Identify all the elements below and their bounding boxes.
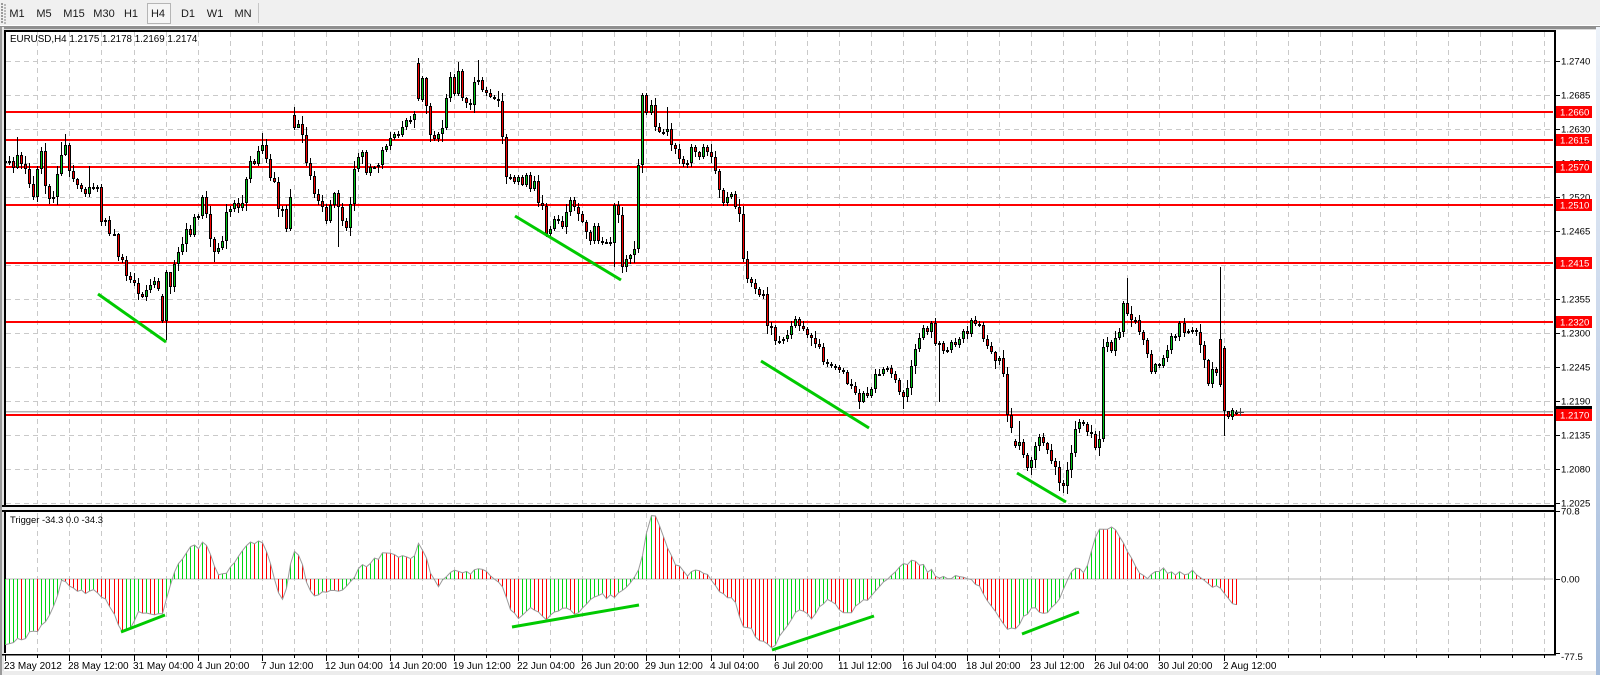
svg-text:1.2660: 1.2660 — [1560, 108, 1589, 119]
svg-text:1.2615: 1.2615 — [1560, 136, 1589, 147]
svg-text:26 Jul 04:00: 26 Jul 04:00 — [1094, 661, 1149, 672]
svg-text:6 Jul 20:00: 6 Jul 20:00 — [774, 661, 823, 672]
svg-text:-77.5: -77.5 — [1561, 652, 1583, 663]
svg-text:1.2300: 1.2300 — [1561, 329, 1590, 340]
svg-text:23 May 2012: 23 May 2012 — [4, 661, 62, 672]
svg-text:D1: D1 — [181, 8, 195, 20]
svg-text:H4: H4 — [151, 8, 165, 20]
svg-text:M5: M5 — [36, 8, 51, 20]
svg-text:H1: H1 — [124, 8, 138, 20]
svg-text:2 Aug 12:00: 2 Aug 12:00 — [1223, 661, 1277, 672]
svg-text:1.2080: 1.2080 — [1561, 465, 1590, 476]
svg-text:M30: M30 — [93, 8, 114, 20]
svg-text:19 Jun 12:00: 19 Jun 12:00 — [453, 661, 511, 672]
svg-text:MN: MN — [234, 8, 251, 20]
svg-text:1.2415: 1.2415 — [1560, 259, 1589, 270]
svg-text:1.2740: 1.2740 — [1561, 57, 1590, 68]
svg-text:Trigger -34.3 0.0 -34.3: Trigger -34.3 0.0 -34.3 — [10, 514, 103, 525]
svg-text:23 Jul 12:00: 23 Jul 12:00 — [1030, 661, 1085, 672]
svg-text:30 Jul 20:00: 30 Jul 20:00 — [1158, 661, 1213, 672]
svg-text:28 May 12:00: 28 May 12:00 — [68, 661, 129, 672]
svg-text:1.2465: 1.2465 — [1561, 227, 1590, 238]
svg-text:16 Jul 04:00: 16 Jul 04:00 — [902, 661, 957, 672]
svg-text:EURUSD,H4 1.2175 1.2178 1.216: EURUSD,H4 1.2175 1.2178 1.2169 1.2174 — [10, 34, 198, 45]
svg-text:7 Jun 12:00: 7 Jun 12:00 — [261, 661, 314, 672]
svg-text:1.2355: 1.2355 — [1561, 295, 1590, 306]
svg-text:1.2135: 1.2135 — [1561, 431, 1590, 442]
svg-text:1.2170: 1.2170 — [1560, 411, 1589, 422]
svg-text:1.2570: 1.2570 — [1560, 163, 1589, 174]
svg-text:4 Jul 04:00: 4 Jul 04:00 — [710, 661, 759, 672]
svg-text:29 Jun 12:00: 29 Jun 12:00 — [645, 661, 703, 672]
svg-text:1.2510: 1.2510 — [1560, 201, 1589, 212]
svg-text:11 Jul 12:00: 11 Jul 12:00 — [838, 661, 892, 672]
svg-text:70.8: 70.8 — [1561, 507, 1580, 518]
svg-text:1.2630: 1.2630 — [1561, 125, 1590, 136]
svg-text:1.2320: 1.2320 — [1560, 318, 1589, 329]
svg-text:12 Jun 04:00: 12 Jun 04:00 — [325, 661, 383, 672]
svg-text:22 Jun 04:00: 22 Jun 04:00 — [517, 661, 575, 672]
svg-text:M15: M15 — [63, 8, 84, 20]
svg-text:1.2245: 1.2245 — [1561, 363, 1590, 374]
svg-text:4 Jun 20:00: 4 Jun 20:00 — [197, 661, 250, 672]
svg-text:M1: M1 — [9, 8, 24, 20]
svg-text:1.2685: 1.2685 — [1561, 91, 1590, 102]
svg-text:31 May 04:00: 31 May 04:00 — [133, 661, 194, 672]
svg-text:0.00: 0.00 — [1561, 575, 1580, 586]
svg-text:1.2190: 1.2190 — [1561, 397, 1590, 408]
svg-text:1.2520: 1.2520 — [1561, 193, 1590, 204]
svg-text:1.2025: 1.2025 — [1561, 499, 1590, 510]
svg-text:W1: W1 — [207, 8, 224, 20]
svg-text:14 Jun 20:00: 14 Jun 20:00 — [389, 661, 447, 672]
svg-text:26 Jun 20:00: 26 Jun 20:00 — [581, 661, 639, 672]
svg-text:18 Jul 20:00: 18 Jul 20:00 — [966, 661, 1021, 672]
